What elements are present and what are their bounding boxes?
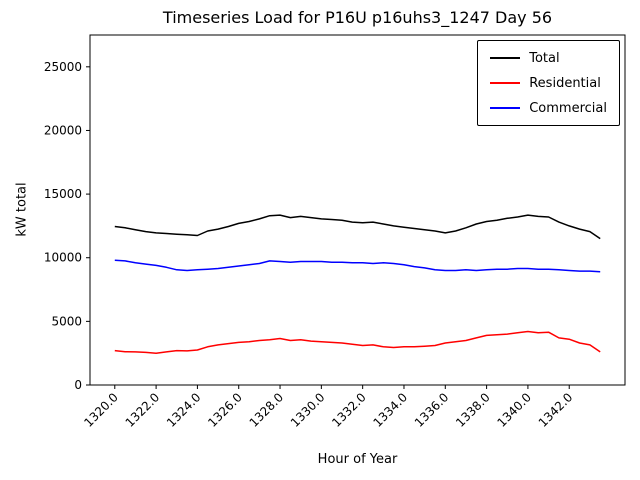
- x-axis-label: Hour of Year: [317, 452, 398, 467]
- x-tick-label: 1324.0: [164, 390, 204, 430]
- x-tick-label: 1338.0: [453, 390, 493, 430]
- y-tick-label: 25000: [44, 60, 82, 74]
- x-tick-label: 1336.0: [412, 390, 452, 430]
- total-line-swatch: [490, 57, 521, 59]
- x-tick-label: 1328.0: [247, 390, 287, 430]
- series-line-total: [114, 214, 601, 240]
- legend: Total Residential Commercial: [477, 40, 620, 126]
- x-tick-label: 1322.0: [123, 390, 163, 430]
- x-tick-label: 1340.0: [494, 390, 534, 430]
- x-tick-label: 1326.0: [205, 390, 245, 430]
- legend-entry-total: Total: [490, 49, 607, 67]
- legend-label-total: Total: [529, 50, 560, 66]
- legend-entry-commercial: Commercial: [490, 99, 607, 117]
- y-tick-label: 15000: [44, 187, 82, 201]
- series-line-residential: [114, 330, 601, 354]
- series-line-commercial: [114, 259, 601, 273]
- legend-label-residential: Residential: [529, 75, 601, 91]
- y-tick-label: 0: [74, 378, 82, 392]
- x-tick-label: 1334.0: [371, 390, 411, 430]
- residential-line-swatch: [490, 82, 521, 84]
- y-tick-label: 10000: [44, 251, 82, 265]
- legend-entry-residential: Residential: [490, 74, 607, 92]
- commercial-line-swatch: [490, 107, 521, 109]
- y-tick-label: 20000: [44, 123, 82, 137]
- chart-title: Timeseries Load for P16U p16uhs3_1247 Da…: [162, 8, 553, 27]
- x-tick-label: 1332.0: [329, 390, 369, 430]
- legend-label-commercial: Commercial: [529, 100, 607, 116]
- x-tick-label: 1342.0: [536, 390, 576, 430]
- y-tick-label: 5000: [51, 314, 82, 328]
- x-tick-label: 1320.0: [81, 390, 121, 430]
- y-axis-label: kW total: [14, 182, 30, 237]
- x-tick-label: 1330.0: [288, 390, 328, 430]
